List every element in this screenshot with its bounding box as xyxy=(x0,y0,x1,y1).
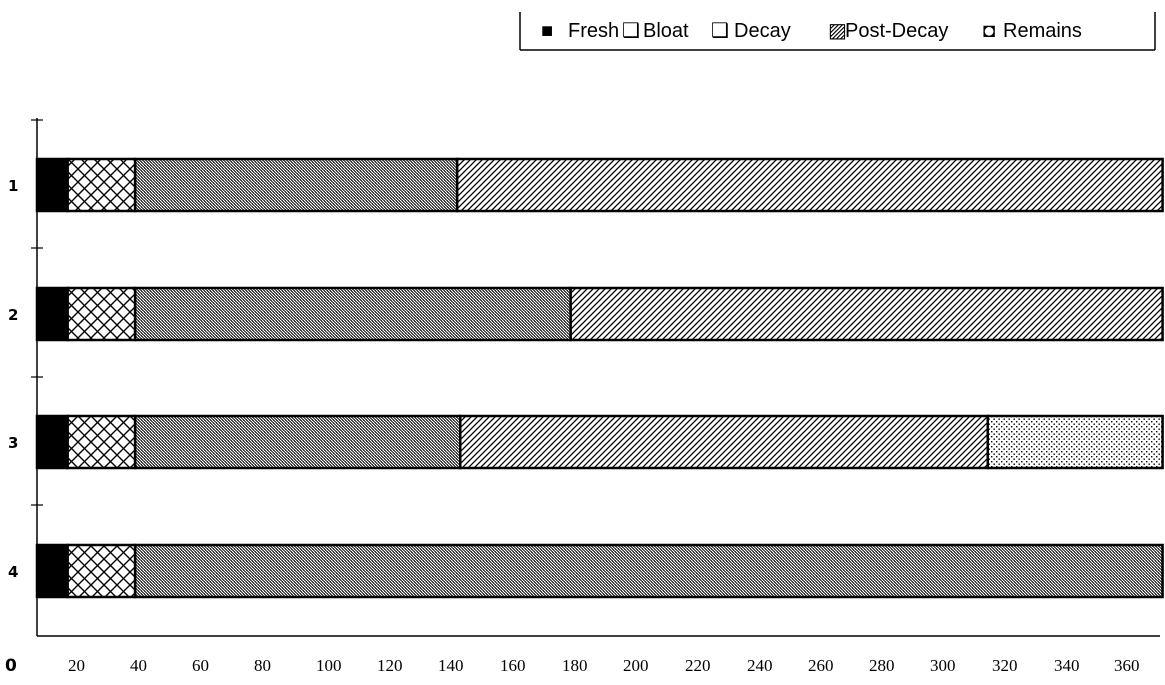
x-tick-label: 180 xyxy=(562,656,588,675)
legend-label: Decay xyxy=(734,20,791,42)
x-tick-label: 60 xyxy=(192,656,209,675)
x-tick-label: 20 xyxy=(68,656,85,675)
y-tick-label: 1 xyxy=(8,177,18,195)
x-tick-label: 320 xyxy=(992,656,1018,675)
x-tick-label: 140 xyxy=(438,656,464,675)
legend-label: Post-Decay xyxy=(845,20,948,42)
bar-3-remains xyxy=(986,414,1164,470)
y-tick-label: 3 xyxy=(8,434,18,452)
x-tick-label: 220 xyxy=(685,656,711,675)
legend-symbol-icon: ❑ xyxy=(622,20,640,42)
legend-symbol-icon: ■ xyxy=(541,20,553,42)
x-tick-label: 0 xyxy=(5,656,17,676)
legend: ■ Fresh ❑ Bloat ❑ Decay ▨Post-Decay ◘ Remains xyxy=(519,12,1156,51)
bar-2-post-decay xyxy=(569,286,1164,342)
x-tick-label: 80 xyxy=(254,656,271,675)
y-tick-label: 4 xyxy=(8,563,18,581)
bar-2-fresh xyxy=(35,286,69,342)
bar-1-post-decay xyxy=(455,157,1164,213)
x-tick-label: 260 xyxy=(808,656,834,675)
legend-symbol-icon: ▨ xyxy=(828,20,847,42)
bar-1-decay xyxy=(133,157,459,213)
x-tick-label: 300 xyxy=(930,656,956,675)
x-tick-label: 280 xyxy=(869,656,895,675)
bar-1-bloat xyxy=(66,157,137,213)
bar-3-decay xyxy=(133,414,462,470)
bar-4-bloat xyxy=(66,543,137,599)
legend-label: Bloat xyxy=(643,20,689,42)
bar-4-fresh xyxy=(35,543,69,599)
bar-3-fresh xyxy=(35,414,69,470)
x-tick-label: 340 xyxy=(1054,656,1080,675)
bar-2-decay xyxy=(133,286,572,342)
y-tick-label: 2 xyxy=(8,306,18,324)
x-tick-label: 120 xyxy=(377,656,403,675)
bar-2-bloat xyxy=(66,286,137,342)
bar-1-fresh xyxy=(35,157,69,213)
legend-label: Remains xyxy=(1003,20,1082,42)
x-tick-label: 100 xyxy=(316,656,342,675)
x-tick-label: 240 xyxy=(747,656,773,675)
legend-symbol-icon: ❑ xyxy=(711,20,729,42)
legend-symbol-icon: ◘ xyxy=(983,20,995,42)
x-tick-label: 360 xyxy=(1114,656,1140,675)
bar-3-post-decay xyxy=(458,414,990,470)
x-tick-label: 40 xyxy=(130,656,147,675)
bar-3-bloat xyxy=(66,414,137,470)
legend-label: Fresh xyxy=(568,20,619,42)
bar-4-decay xyxy=(133,543,1164,599)
x-tick-label: 160 xyxy=(500,656,526,675)
x-tick-label: 200 xyxy=(623,656,649,675)
